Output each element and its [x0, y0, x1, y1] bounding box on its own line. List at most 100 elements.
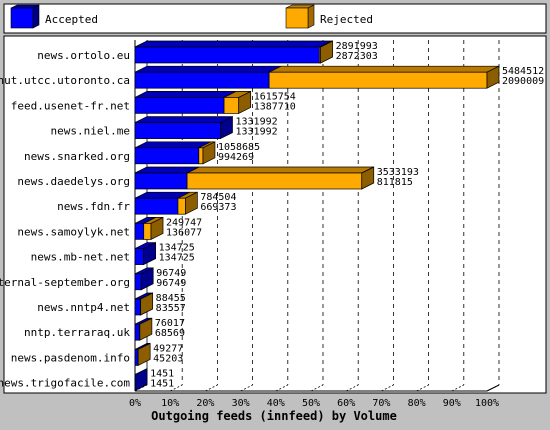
value-label-accepted: 96749: [156, 278, 186, 289]
category-labels: news.ortolo.eu nut.utcc.utoronto.ca feed.u…: [0, 49, 130, 390]
plot-area: [3, 35, 547, 394]
value-label-accepted: 811815: [377, 177, 413, 188]
bar-rejected-side: [185, 191, 198, 215]
bar-rejected-front: [177, 197, 186, 215]
value-label-offered: 1451: [150, 369, 174, 380]
bar-accepted-front: [134, 122, 221, 139]
bar-group: [134, 65, 500, 89]
x-tick-label: 0%: [129, 398, 141, 409]
value-label-accepted: 83557: [156, 303, 186, 314]
value-label-accepted: 1451: [150, 379, 174, 390]
value-label-offered: 1331992: [235, 117, 277, 128]
category-label: news.samoylyk.net: [17, 225, 130, 238]
bar-rejected-side: [320, 40, 333, 64]
bar-accepted-side: [143, 242, 156, 266]
bar-rejected-top: [186, 166, 374, 174]
bar-accepted-top: [134, 65, 282, 73]
value-label-accepted: 134725: [159, 253, 195, 264]
value-label-offered: 2891993: [336, 41, 378, 52]
category-label: nut.utcc.utoronto.ca: [0, 74, 130, 87]
value-label-offered: 784504: [200, 192, 236, 203]
category-label: nntp.terraraq.uk: [24, 326, 130, 339]
bar-accepted-top: [134, 91, 237, 98]
bar-rejected-side: [486, 65, 500, 89]
bar-rejected-side: [150, 216, 164, 240]
x-tick-label: 70%: [372, 398, 390, 409]
category-label: news.mb-net.net: [31, 251, 130, 264]
value-label-offered: 88455: [156, 293, 186, 304]
bar-accepted-front: [134, 147, 200, 165]
bar-group: [134, 40, 333, 64]
x-tick-label: 40%: [267, 398, 285, 409]
x-axis-depth-line: [486, 384, 500, 392]
category-label: news.daedelys.org: [17, 175, 130, 188]
value-label-accepted: 1331992: [235, 127, 277, 138]
x-tick-label: 20%: [196, 398, 214, 409]
value-label-accepted: 994269: [218, 152, 254, 163]
bar-accepted-front: [134, 197, 179, 215]
bar-accepted-front: [134, 248, 144, 265]
bar-rejected-side: [137, 342, 151, 366]
category-label: news.fdn.fr: [57, 200, 130, 213]
value-label-accepted: 68569: [155, 328, 185, 339]
value-label-accepted: 45203: [153, 353, 183, 364]
bar-rejected-side: [202, 141, 216, 165]
category-label: news.trigofacile.com: [0, 377, 130, 390]
legend: Accepted Rejected: [3, 3, 547, 34]
legend-swatch-rejected: [285, 4, 315, 29]
value-label-offered: 1058685: [218, 142, 260, 153]
bar-group: [134, 90, 252, 114]
bars: [134, 40, 500, 392]
bar-accepted-top: [134, 141, 211, 149]
x-tick-label: 90%: [443, 398, 461, 409]
bar-group: [134, 368, 148, 392]
bar-group: [134, 141, 216, 165]
value-label-offered: 5484512: [502, 66, 544, 77]
bar-accepted-side: [134, 368, 148, 392]
x-tick-label: 50%: [302, 398, 320, 409]
x-axis-ticks: 0% 10% 20% 30% 40% 50% 60% 70% 80% 90% 100%: [129, 398, 499, 409]
bar-rejected-top: [268, 65, 500, 73]
x-tick-label: 80%: [408, 398, 426, 409]
bar-rejected-front: [186, 172, 363, 190]
value-label-offered: 96749: [156, 268, 186, 279]
value-label-accepted: 136077: [166, 227, 202, 238]
legend-label-accepted: Accepted: [45, 13, 98, 26]
bar-group: [134, 242, 156, 266]
bar-rejected-side: [139, 317, 153, 341]
legend-box: [3, 3, 547, 34]
legend-swatch-accepted: [10, 4, 40, 29]
x-tick-label: 30%: [232, 398, 250, 409]
bar-accepted-front: [134, 97, 225, 114]
bar-group: [134, 216, 164, 240]
value-label-offered: 76017: [155, 318, 185, 329]
x-axis-label: Outgoing feeds (innfeed) by Volume: [151, 409, 397, 423]
x-tick-label: 10%: [161, 398, 179, 409]
bar-accepted-side: [220, 116, 233, 140]
bar-rejected-front: [198, 147, 204, 165]
category-label: news.nntp4.net: [37, 301, 130, 314]
bar-group: [134, 342, 151, 366]
value-label-offered: 3533193: [377, 167, 419, 178]
category-label: news.pasdenom.info: [11, 351, 130, 364]
bar-accepted-front: [134, 71, 270, 89]
bar-group: [134, 191, 198, 215]
bar-accepted-front: [134, 349, 139, 366]
bar-rejected-side: [140, 292, 154, 316]
bar-accepted-top: [134, 40, 332, 48]
x-tick-label: 60%: [337, 398, 355, 409]
x-tick-label: 100%: [475, 398, 499, 409]
value-label-offered: 249747: [166, 217, 202, 228]
bar-group: [134, 116, 233, 140]
value-label-accepted: 1387710: [254, 101, 296, 112]
category-label: feed.usenet-fr.net: [11, 99, 130, 112]
bar-rejected-side: [361, 166, 375, 190]
category-label: eternal-september.org: [0, 276, 130, 289]
category-label: news.ortolo.eu: [37, 49, 130, 62]
bar-group: [134, 292, 154, 316]
bar-accepted-side: [140, 267, 154, 291]
bar-accepted-front: [134, 298, 141, 316]
bar-accepted-front: [134, 323, 140, 341]
bar-group: [134, 166, 375, 190]
